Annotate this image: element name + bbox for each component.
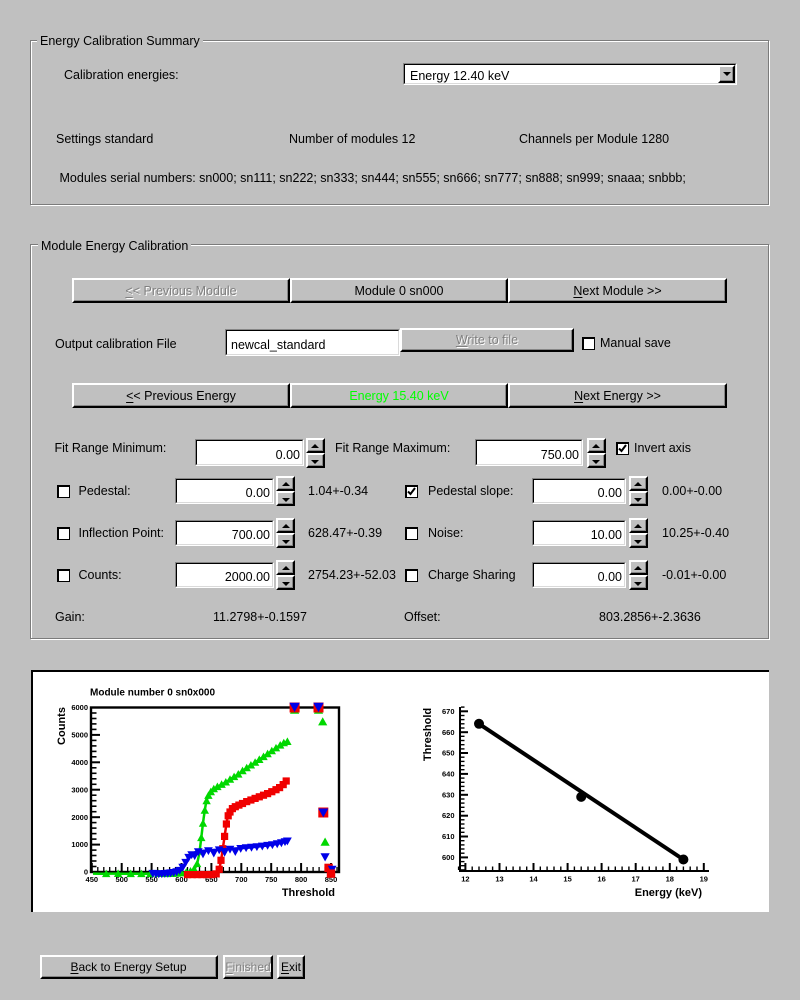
svg-text:650: 650 [205, 875, 218, 884]
svg-text:500: 500 [115, 875, 128, 884]
svg-text:670: 670 [442, 707, 455, 716]
svg-text:700: 700 [235, 875, 248, 884]
svg-text:Threshold: Threshold [422, 708, 434, 761]
svg-text:Counts: Counts [56, 707, 68, 745]
svg-text:600: 600 [442, 853, 455, 862]
svg-text:630: 630 [442, 790, 455, 799]
svg-text:450: 450 [86, 875, 99, 884]
svg-text:640: 640 [442, 770, 455, 779]
svg-text:550: 550 [145, 875, 158, 884]
svg-text:19: 19 [700, 875, 708, 884]
svg-text:4000: 4000 [71, 758, 88, 767]
svg-text:12: 12 [461, 875, 469, 884]
svg-text:Threshold: Threshold [282, 887, 335, 899]
svg-text:850: 850 [325, 875, 338, 884]
svg-text:750: 750 [265, 875, 278, 884]
svg-text:2000: 2000 [71, 813, 88, 822]
svg-text:0: 0 [84, 868, 88, 877]
svg-text:14: 14 [529, 875, 538, 884]
svg-text:18: 18 [666, 875, 674, 884]
svg-text:800: 800 [295, 875, 308, 884]
svg-text:660: 660 [442, 728, 455, 737]
svg-text:3000: 3000 [71, 785, 88, 794]
svg-text:15: 15 [563, 875, 571, 884]
svg-text:17: 17 [632, 875, 640, 884]
svg-text:610: 610 [442, 832, 455, 841]
svg-text:13: 13 [495, 875, 503, 884]
svg-text:Energy (keV): Energy (keV) [635, 887, 703, 899]
svg-text:Module number 0 sn0x000: Module number 0 sn0x000 [90, 688, 215, 699]
svg-text:1000: 1000 [71, 840, 88, 849]
svg-text:600: 600 [175, 875, 188, 884]
svg-text:6000: 6000 [71, 703, 88, 712]
svg-text:650: 650 [442, 749, 455, 758]
svg-text:16: 16 [597, 875, 605, 884]
svg-text:620: 620 [442, 811, 455, 820]
svg-text:5000: 5000 [71, 731, 88, 740]
